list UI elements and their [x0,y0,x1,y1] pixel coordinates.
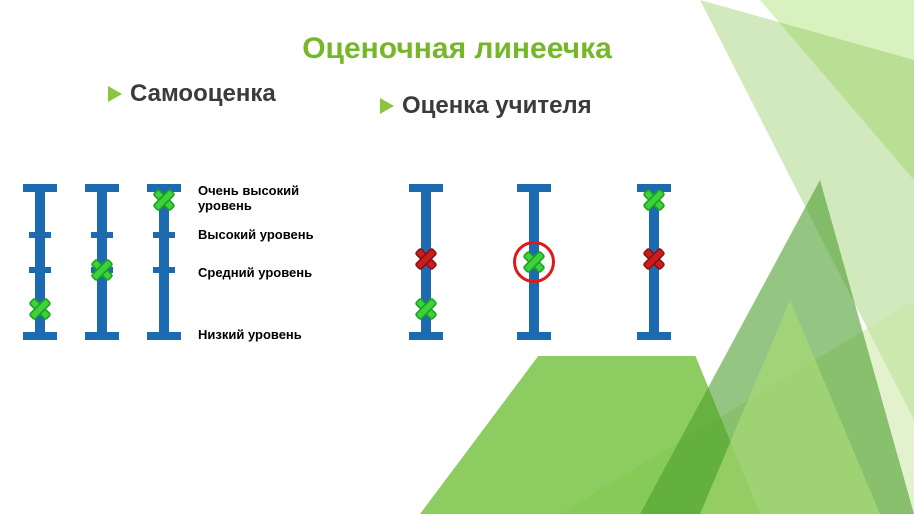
heading-teacher-assessment-label: Оценка учителя [402,92,592,120]
ruler-cap [23,332,57,340]
ruler-cap [409,332,443,340]
mark-green-x-icon [102,270,126,294]
ruler [514,184,554,340]
ruler-cap [517,332,551,340]
level-label: Низкий уровень [198,328,302,343]
mark-green-x-icon [40,309,64,333]
ruler-cap [147,332,181,340]
ruler [144,184,184,340]
teacher-assessment-panel [366,168,716,356]
bullet-arrow-icon [108,86,122,102]
ruler-cap [637,332,671,340]
mark-red-x-icon [654,259,678,283]
ruler-cap [23,184,57,192]
heading-teacher-assessment: Оценка учителя [380,92,592,120]
ruler-cap [517,184,551,192]
mark-red-x-icon [426,259,450,283]
highlight-circle-icon [513,241,555,283]
mark-green-x-icon [426,309,450,333]
slide: Оценочная линеечка Самооценка Оценка учи… [0,0,914,514]
ruler-cap [85,332,119,340]
bullet-arrow-icon [380,98,394,114]
ruler [406,184,446,340]
ruler-tick [91,232,113,238]
mark-green-x-icon [164,200,188,224]
ruler [82,184,122,340]
ruler-cap [409,184,443,192]
mark-green-x-icon [654,200,678,224]
level-label: Средний уровень [198,266,312,281]
ruler-tick [29,267,51,273]
ruler-tick [153,232,175,238]
level-label: Высокий уровень [198,228,314,243]
ruler [20,184,60,340]
ruler [634,184,674,340]
heading-self-assessment-label: Самооценка [130,80,276,108]
self-assessment-panel: Очень высокий уровень Высокий уровень Сред… [4,168,354,356]
heading-self-assessment: Самооценка [108,80,276,108]
ruler-tick [29,232,51,238]
slide-title: Оценочная линеечка [0,32,914,66]
level-label: Очень высокий уровень [198,184,354,214]
ruler-cap [85,184,119,192]
ruler-tick [153,267,175,273]
